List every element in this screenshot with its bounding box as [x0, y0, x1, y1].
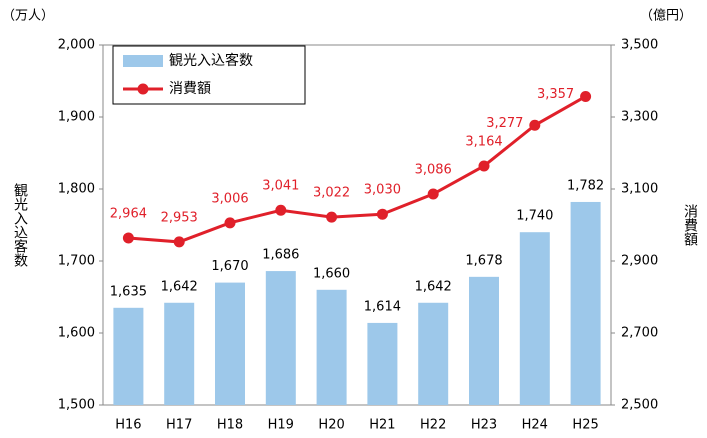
x-tick-label: H19	[268, 418, 294, 433]
bar-value-label: 1,614	[364, 299, 401, 314]
x-tick-label: H20	[318, 418, 344, 433]
bar-value-label: 1,678	[465, 253, 502, 268]
bar	[367, 322, 398, 405]
bar-value-label: 1,782	[567, 178, 604, 193]
legend-label: 観光入込客数	[169, 52, 253, 69]
bar	[164, 302, 195, 405]
x-tick-label: H18	[217, 418, 243, 433]
y2-tick-label: 2,900	[621, 254, 658, 269]
bar	[265, 271, 296, 405]
line-value-label: 3,041	[262, 179, 299, 194]
y2-tick-label: 3,100	[621, 182, 658, 197]
x-tick-label: H16	[115, 418, 141, 433]
legend-label: 消費額	[169, 81, 211, 97]
line-value-label: 3,164	[465, 134, 502, 149]
x-tick-label: H24	[522, 418, 548, 433]
bar	[215, 282, 245, 405]
bar-value-label: 1,660	[313, 266, 350, 281]
line-point	[427, 188, 439, 200]
bar	[519, 232, 550, 405]
bar-value-label: 1,670	[211, 259, 248, 274]
line-value-label: 3,277	[486, 116, 523, 131]
line-value-label: 3,022	[313, 186, 350, 201]
y-tick-label: 1,700	[58, 254, 95, 269]
line	[128, 95, 587, 244]
line-point	[275, 204, 287, 216]
y2-tick-label: 2,700	[621, 326, 658, 341]
plot-frame	[102, 44, 612, 406]
line-point	[580, 90, 592, 102]
y-unit: （万人）	[2, 9, 54, 24]
y-axis-label: 観光入込客数	[12, 182, 28, 267]
bar-value-label: 1,635	[110, 284, 147, 299]
bar	[113, 307, 144, 405]
y-tick-label: 1,900	[58, 110, 95, 125]
legend-marker	[137, 83, 149, 95]
y-tick-label: 2,000	[58, 38, 95, 53]
bar	[316, 289, 347, 405]
line-value-label: 3,006	[211, 191, 248, 206]
line-value-label: 3,357	[537, 87, 574, 102]
bar-value-label: 1,642	[415, 279, 452, 294]
line-point	[529, 119, 541, 131]
y2-tick-label: 3,500	[621, 38, 658, 53]
y2-unit: （億円）	[640, 8, 692, 24]
line-point	[478, 160, 490, 172]
line-value-label: 3,030	[364, 183, 401, 198]
bar-value-label: 1,686	[262, 248, 299, 263]
x-tick-label: H22	[420, 418, 446, 433]
bar	[418, 302, 449, 405]
x-tick-label: H21	[369, 418, 395, 433]
bar	[570, 201, 601, 405]
y-tick-label: 1,600	[58, 326, 95, 341]
legend-swatch	[123, 55, 163, 67]
x-tick-label: H25	[572, 418, 598, 433]
line-value-label: 2,964	[110, 206, 147, 221]
y-tick-label: 1,800	[58, 182, 95, 197]
line-point	[122, 232, 134, 244]
line-point	[376, 208, 388, 220]
x-tick-label: H23	[471, 418, 497, 433]
line-point	[326, 211, 338, 223]
x-tick-label: H17	[166, 418, 192, 433]
bar	[469, 276, 499, 405]
line-point	[173, 236, 185, 248]
y2-axis-label: 消費額	[682, 204, 698, 246]
line-value-label: 2,953	[161, 210, 198, 225]
y-tick-label: 1,500	[58, 398, 95, 413]
y2-tick-label: 2,500	[621, 398, 658, 413]
y2-tick-label: 3,300	[621, 110, 658, 125]
bar-value-label: 1,740	[516, 209, 553, 224]
line-value-label: 3,086	[415, 163, 452, 178]
bar-value-label: 1,642	[161, 279, 198, 294]
line-point	[224, 217, 236, 229]
